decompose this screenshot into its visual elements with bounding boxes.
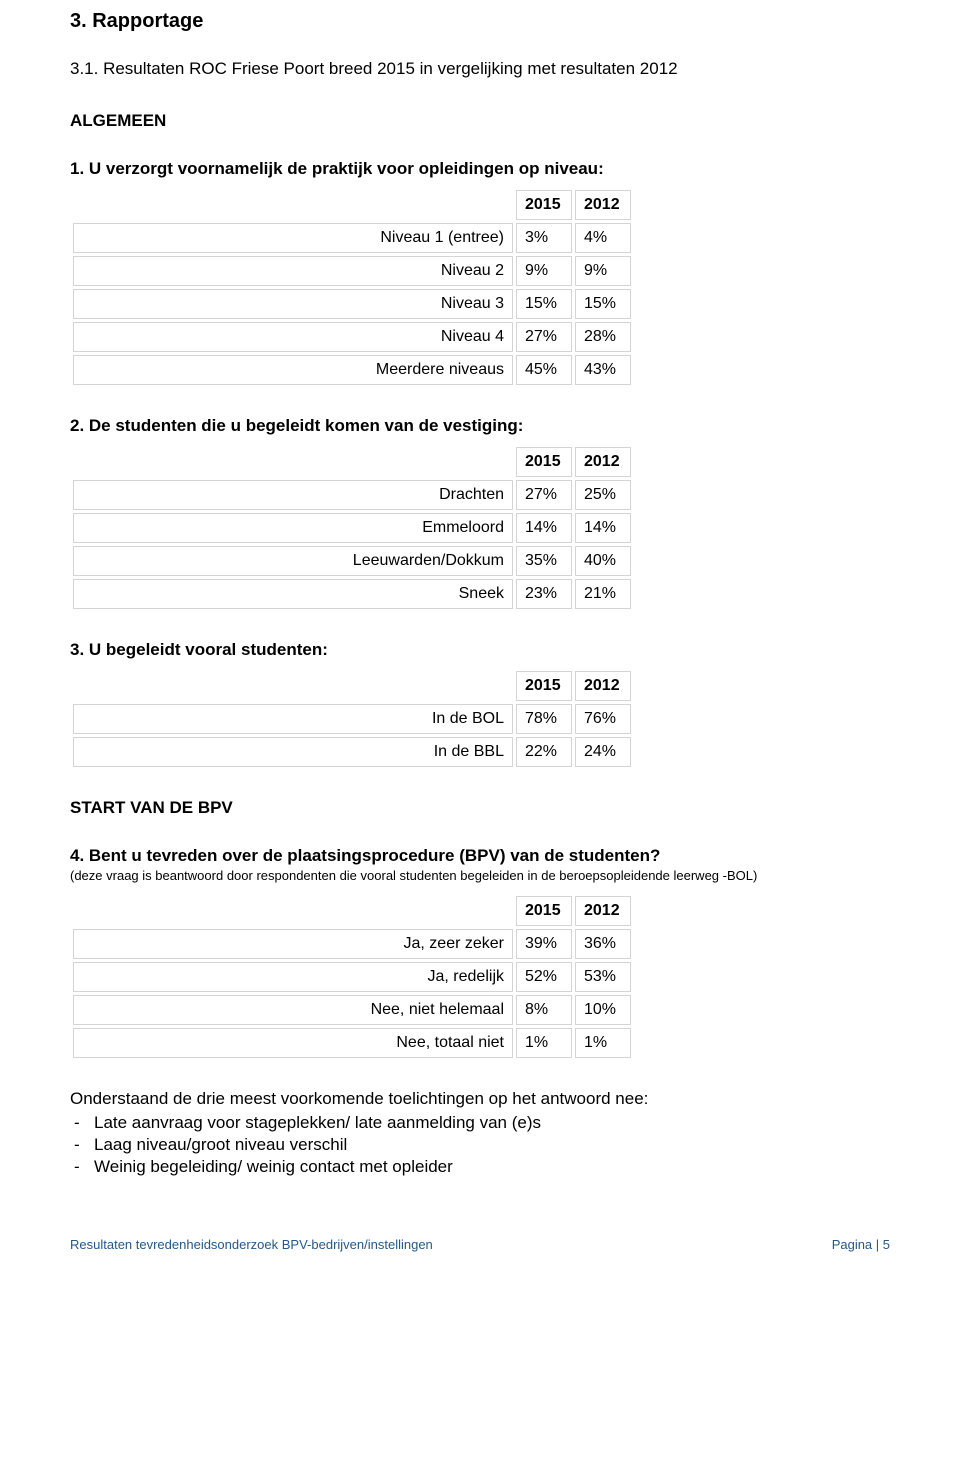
q4-row1-2012: 53% — [575, 962, 631, 992]
page-footer: Resultaten tevredenheidsonderzoek BPV-be… — [70, 1237, 890, 1252]
q1-row3-2015: 27% — [516, 322, 572, 352]
q1-col-2015: 2015 — [516, 190, 572, 220]
q4-row0-2015: 39% — [516, 929, 572, 959]
q4-explain-list: Late aanvraag voor stageplekken/ late aa… — [70, 1113, 890, 1177]
q1-title: 1. U verzorgt voornamelijk de praktijk v… — [70, 159, 890, 179]
q1-row1-label: Niveau 2 — [73, 256, 513, 286]
q2-col-2012: 2012 — [575, 447, 631, 477]
q1-header-empty — [73, 190, 513, 220]
q2-row0-2012: 25% — [575, 480, 631, 510]
q3-col-2012: 2012 — [575, 671, 631, 701]
q4-row3-2012: 1% — [575, 1028, 631, 1058]
q1-row1-2015: 9% — [516, 256, 572, 286]
q4-row1-label: Ja, redelijk — [73, 962, 513, 992]
q2-row0-label: Drachten — [73, 480, 513, 510]
category-start-bpv: START VAN DE BPV — [70, 798, 890, 818]
q1-header-row: 2015 2012 — [73, 190, 631, 220]
table-row: Drachten 27% 25% — [73, 480, 631, 510]
q3-table: 2015 2012 In de BOL 78% 76% In de BBL 22… — [70, 668, 634, 770]
q3-row1-2012: 24% — [575, 737, 631, 767]
list-item: Weinig begeleiding/ weinig contact met o… — [94, 1157, 890, 1177]
q2-row3-2012: 21% — [575, 579, 631, 609]
q2-row1-2012: 14% — [575, 513, 631, 543]
table-row: Ja, redelijk 52% 53% — [73, 962, 631, 992]
q1-row3-2012: 28% — [575, 322, 631, 352]
q4-row2-label: Nee, niet helemaal — [73, 995, 513, 1025]
q1-row4-label: Meerdere niveaus — [73, 355, 513, 385]
q1-row1-2012: 9% — [575, 256, 631, 286]
q4-title: 4. Bent u tevreden over de plaatsingspro… — [70, 846, 890, 866]
q4-header-row: 2015 2012 — [73, 896, 631, 926]
q3-row0-2015: 78% — [516, 704, 572, 734]
q1-row2-label: Niveau 3 — [73, 289, 513, 319]
q4-row0-label: Ja, zeer zeker — [73, 929, 513, 959]
q3-row0-2012: 76% — [575, 704, 631, 734]
q4-row2-2012: 10% — [575, 995, 631, 1025]
footer-page-number: Pagina | 5 — [832, 1237, 890, 1252]
category-algemeen: ALGEMEEN — [70, 111, 890, 131]
table-row: Niveau 1 (entree) 3% 4% — [73, 223, 631, 253]
table-row: Meerdere niveaus 45% 43% — [73, 355, 631, 385]
q2-row1-label: Emmeloord — [73, 513, 513, 543]
q4-col-2012: 2012 — [575, 896, 631, 926]
q2-col-2015: 2015 — [516, 447, 572, 477]
list-item: Laag niveau/groot niveau verschil — [94, 1135, 890, 1155]
q4-note: (deze vraag is beantwoord door responden… — [70, 868, 890, 883]
q1-table: 2015 2012 Niveau 1 (entree) 3% 4% Niveau… — [70, 187, 634, 388]
q1-row2-2015: 15% — [516, 289, 572, 319]
q2-row3-label: Sneek — [73, 579, 513, 609]
list-item: Late aanvraag voor stageplekken/ late aa… — [94, 1113, 890, 1133]
q3-header-row: 2015 2012 — [73, 671, 631, 701]
q1-row2-2012: 15% — [575, 289, 631, 319]
q4-row3-label: Nee, totaal niet — [73, 1028, 513, 1058]
table-row: Sneek 23% 21% — [73, 579, 631, 609]
q2-header-row: 2015 2012 — [73, 447, 631, 477]
q3-row1-2015: 22% — [516, 737, 572, 767]
q1-row0-label: Niveau 1 (entree) — [73, 223, 513, 253]
q4-col-2015: 2015 — [516, 896, 572, 926]
q1-row4-2012: 43% — [575, 355, 631, 385]
table-row: Niveau 2 9% 9% — [73, 256, 631, 286]
q3-title: 3. U begeleidt vooral studenten: — [70, 640, 890, 660]
q2-row0-2015: 27% — [516, 480, 572, 510]
q2-title: 2. De studenten die u begeleidt komen va… — [70, 416, 890, 436]
table-row: Niveau 4 27% 28% — [73, 322, 631, 352]
q3-col-2015: 2015 — [516, 671, 572, 701]
q1-col-2012: 2012 — [575, 190, 631, 220]
q4-row1-2015: 52% — [516, 962, 572, 992]
q1-row0-2012: 4% — [575, 223, 631, 253]
q3-row0-label: In de BOL — [73, 704, 513, 734]
q3-header-empty — [73, 671, 513, 701]
q1-row0-2015: 3% — [516, 223, 572, 253]
q1-row3-label: Niveau 4 — [73, 322, 513, 352]
section-heading: 3. Rapportage — [70, 10, 890, 33]
q2-header-empty — [73, 447, 513, 477]
q4-row0-2012: 36% — [575, 929, 631, 959]
q4-explain-heading: Onderstaand de drie meest voorkomende to… — [70, 1089, 890, 1109]
q2-row1-2015: 14% — [516, 513, 572, 543]
q4-header-empty — [73, 896, 513, 926]
table-row: Nee, niet helemaal 8% 10% — [73, 995, 631, 1025]
table-row: Leeuwarden/Dokkum 35% 40% — [73, 546, 631, 576]
q2-row3-2015: 23% — [516, 579, 572, 609]
q4-row2-2015: 8% — [516, 995, 572, 1025]
table-row: Ja, zeer zeker 39% 36% — [73, 929, 631, 959]
page-content: 3. Rapportage 3.1. Resultaten ROC Friese… — [0, 0, 960, 1282]
q2-table: 2015 2012 Drachten 27% 25% Emmeloord 14%… — [70, 444, 634, 612]
q1-row4-2015: 45% — [516, 355, 572, 385]
table-row: Niveau 3 15% 15% — [73, 289, 631, 319]
q4-row3-2015: 1% — [516, 1028, 572, 1058]
q3-row1-label: In de BBL — [73, 737, 513, 767]
q2-row2-2015: 35% — [516, 546, 572, 576]
q4-table: 2015 2012 Ja, zeer zeker 39% 36% Ja, red… — [70, 893, 634, 1061]
table-row: In de BBL 22% 24% — [73, 737, 631, 767]
q2-row2-label: Leeuwarden/Dokkum — [73, 546, 513, 576]
table-row: In de BOL 78% 76% — [73, 704, 631, 734]
section-subheading: 3.1. Resultaten ROC Friese Poort breed 2… — [70, 59, 890, 79]
table-row: Emmeloord 14% 14% — [73, 513, 631, 543]
q2-row2-2012: 40% — [575, 546, 631, 576]
table-row: Nee, totaal niet 1% 1% — [73, 1028, 631, 1058]
footer-left-text: Resultaten tevredenheidsonderzoek BPV-be… — [70, 1237, 433, 1252]
